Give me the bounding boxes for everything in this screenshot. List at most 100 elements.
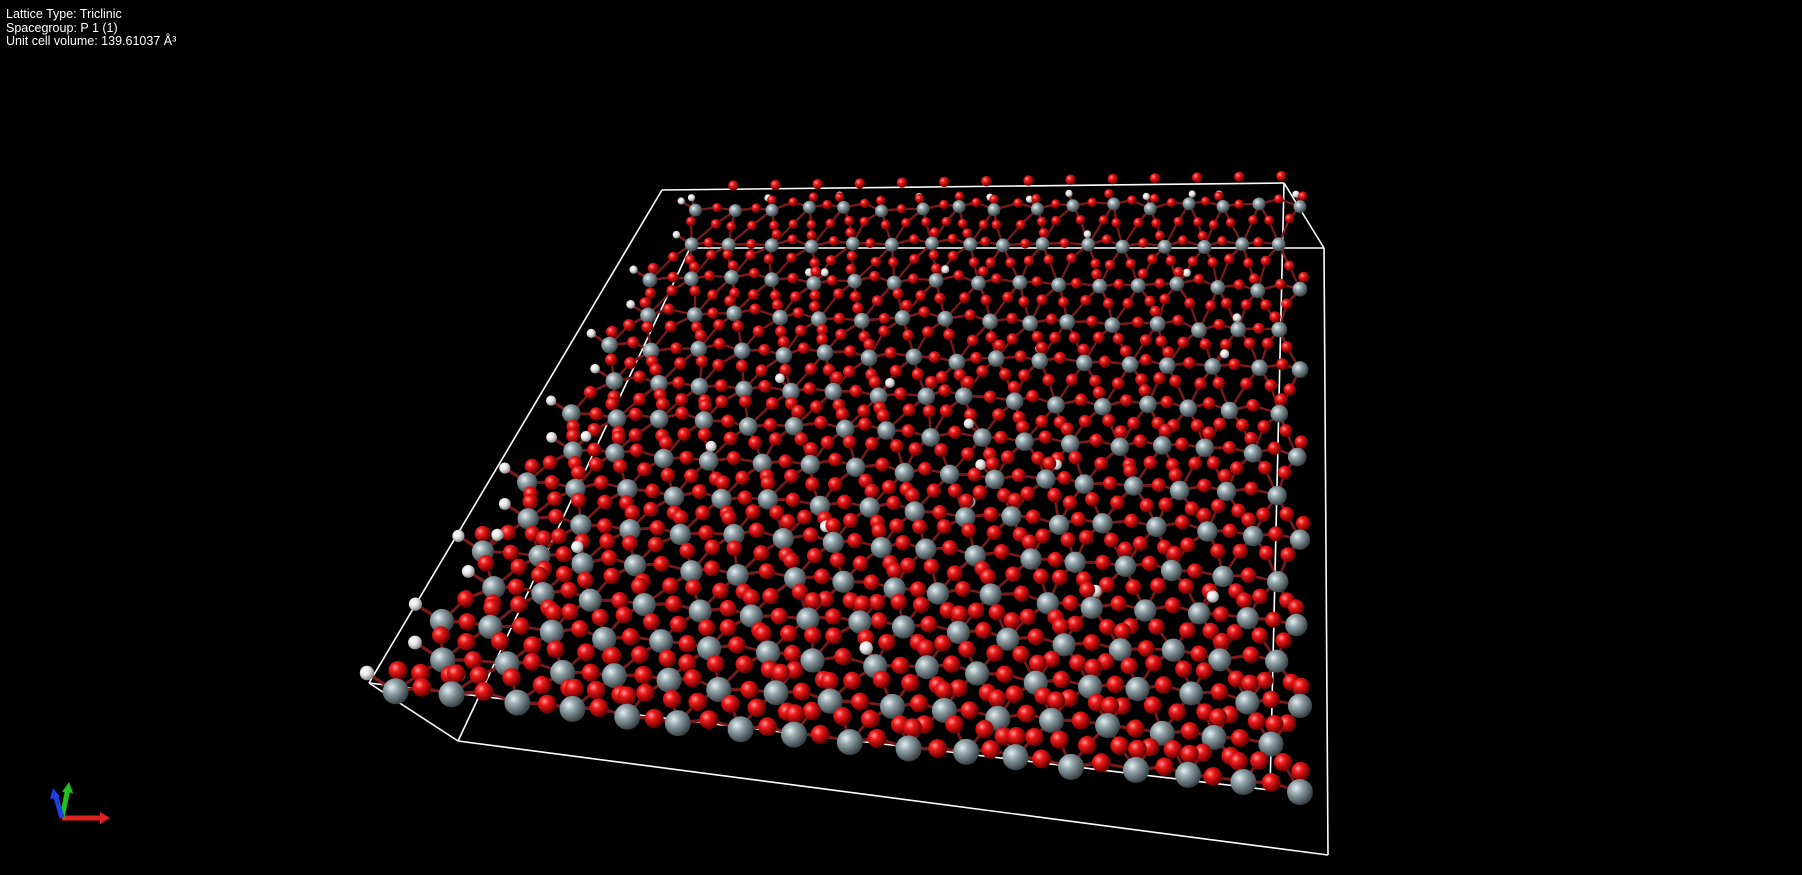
oxygen-atom bbox=[786, 252, 797, 263]
oxygen-atom bbox=[1005, 257, 1016, 268]
oxygen-atom bbox=[735, 359, 749, 373]
silicon-atom bbox=[1216, 481, 1237, 502]
oxygen-atom bbox=[988, 604, 1005, 621]
oxygen-atom bbox=[1241, 512, 1257, 528]
oxygen-atom bbox=[809, 257, 820, 269]
silicon-atom bbox=[891, 615, 916, 639]
silicon-atom bbox=[982, 313, 999, 330]
hydrogen-atom bbox=[1292, 190, 1300, 198]
oxygen-atom bbox=[1265, 715, 1284, 733]
oxygen-atom bbox=[510, 558, 527, 575]
silicon-atom bbox=[965, 661, 990, 686]
oxygen-atom bbox=[1003, 612, 1021, 629]
oxygen-atom bbox=[758, 379, 772, 393]
oxygen-atom bbox=[1168, 468, 1183, 482]
oxygen-atom bbox=[544, 603, 563, 622]
oxygen-atom bbox=[758, 343, 771, 356]
oxygen-atom bbox=[993, 339, 1006, 352]
oxygen-atom bbox=[794, 432, 808, 446]
oxygen-atom bbox=[1094, 456, 1109, 471]
oxygen-atom bbox=[566, 428, 581, 443]
silicon-atom bbox=[800, 648, 825, 673]
oxygen-atom bbox=[507, 578, 525, 596]
oxygen-atom bbox=[712, 202, 722, 213]
oxygen-atom bbox=[871, 295, 883, 307]
oxygen-atom bbox=[771, 229, 782, 240]
oxygen-atom bbox=[911, 368, 925, 381]
oxygen-atom bbox=[934, 681, 953, 700]
oxygen-atom bbox=[748, 268, 760, 279]
oxygen-atom bbox=[951, 605, 968, 623]
oxygen-atom bbox=[1284, 213, 1295, 224]
oxygen-atom bbox=[1079, 581, 1096, 598]
oxygen-atom bbox=[1265, 611, 1282, 628]
oxygen-atom bbox=[858, 417, 872, 431]
oxygen-atom bbox=[876, 195, 886, 206]
oxygen-atom bbox=[677, 427, 691, 442]
oxygen-atom bbox=[753, 545, 770, 561]
hydrogen-atom bbox=[885, 378, 895, 388]
oxygen-atom bbox=[1007, 492, 1023, 508]
oxygen-atom bbox=[810, 724, 830, 744]
oxygen-atom bbox=[1295, 515, 1311, 531]
oxygen-atom bbox=[868, 593, 886, 611]
oxygen-atom bbox=[758, 563, 775, 580]
silicon-atom bbox=[1081, 237, 1096, 252]
oxygen-atom bbox=[1036, 294, 1048, 306]
silicon-atom bbox=[642, 342, 660, 360]
oxygen-atom bbox=[617, 686, 637, 706]
hydrogen-atom bbox=[499, 462, 511, 474]
oxygen-atom bbox=[929, 227, 940, 238]
silicon-atom bbox=[1179, 399, 1197, 418]
structure-info-overlay: Lattice Type: Triclinic Spacegroup: P 1 … bbox=[6, 7, 176, 49]
oxygen-atom bbox=[537, 694, 557, 714]
oxygen-atom bbox=[1099, 576, 1115, 593]
oxygen-atom bbox=[918, 306, 930, 318]
oxygen-atom bbox=[714, 379, 728, 392]
oxygen-atom bbox=[1202, 426, 1216, 440]
oxygen-atom bbox=[1202, 622, 1219, 640]
oxygen-atom bbox=[1089, 374, 1102, 388]
oxygen-atom bbox=[1193, 217, 1203, 227]
silicon-atom bbox=[895, 735, 922, 762]
silicon-atom bbox=[592, 626, 617, 652]
silicon-atom bbox=[1035, 237, 1050, 251]
oxygen-atom bbox=[880, 219, 891, 230]
oxygen-atom bbox=[1190, 419, 1204, 433]
oxygen-atom bbox=[1062, 594, 1079, 611]
oxygen-atom bbox=[928, 739, 947, 758]
oxygen-atom bbox=[980, 236, 991, 247]
oxygen-atom bbox=[1292, 677, 1310, 696]
oxygen-atom bbox=[535, 530, 552, 547]
oxygen-atom bbox=[1035, 414, 1049, 428]
oxygen-atom bbox=[684, 468, 699, 484]
silicon-atom bbox=[870, 536, 893, 559]
silicon-atom bbox=[1108, 638, 1132, 662]
oxygen-atom bbox=[564, 678, 584, 698]
oxygen-atom bbox=[809, 289, 821, 301]
hydrogen-atom bbox=[677, 197, 685, 205]
oxygen-atom bbox=[1247, 712, 1266, 731]
oxygen-atom bbox=[803, 382, 816, 395]
oxygen-atom bbox=[920, 615, 938, 633]
oxygen-atom bbox=[555, 546, 572, 563]
oxygen-atom bbox=[999, 368, 1012, 381]
oxygen-atom bbox=[1086, 315, 1098, 327]
silicon-atom bbox=[1191, 322, 1207, 339]
silicon-atom bbox=[739, 604, 764, 628]
oxygen-atom bbox=[844, 215, 854, 226]
oxygen-atom bbox=[1128, 739, 1147, 759]
silicon-atom bbox=[706, 676, 732, 703]
oxygen-atom bbox=[802, 701, 821, 721]
silicon-atom bbox=[764, 272, 780, 288]
oxygen-atom bbox=[724, 295, 736, 307]
oxygen-atom bbox=[1206, 456, 1221, 470]
oxygen-atom bbox=[1117, 541, 1134, 557]
silicon-atom bbox=[1243, 444, 1263, 463]
oxygen-atom bbox=[634, 666, 653, 684]
oxygen-atom bbox=[910, 694, 928, 713]
oxygen-atom bbox=[1277, 465, 1292, 480]
oxygen-atom bbox=[1149, 173, 1161, 184]
